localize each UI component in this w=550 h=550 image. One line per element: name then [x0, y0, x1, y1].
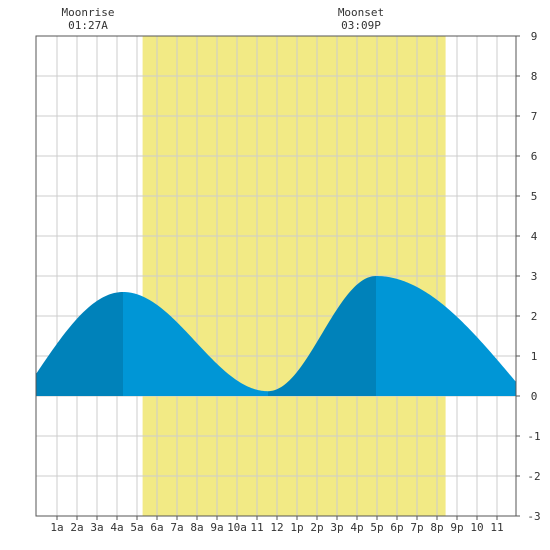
moon-event-time: 03:09P: [341, 19, 381, 32]
x-tick-label: 7p: [410, 521, 423, 534]
x-tick-label: 3p: [330, 521, 343, 534]
y-tick-label: 8: [531, 70, 538, 83]
moon-event-label: Moonrise: [62, 6, 115, 19]
x-tick-label: 1a: [50, 521, 63, 534]
x-tick-label: 12: [270, 521, 283, 534]
y-tick-label: 9: [531, 30, 538, 43]
x-tick-label: 8p: [430, 521, 443, 534]
x-tick-label: 5a: [130, 521, 143, 534]
y-tick-label: -3: [527, 510, 540, 523]
y-tick-label: 0: [531, 390, 538, 403]
y-tick-label: -1: [527, 430, 540, 443]
x-tick-label: 11: [250, 521, 263, 534]
x-tick-label: 4p: [350, 521, 363, 534]
x-tick-label: 10: [470, 521, 483, 534]
y-tick-label: 4: [531, 230, 538, 243]
y-tick-label: 7: [531, 110, 538, 123]
x-tick-label: 6p: [390, 521, 403, 534]
x-tick-label: 6a: [150, 521, 163, 534]
x-tick-label: 7a: [170, 521, 183, 534]
y-tick-label: 2: [531, 310, 538, 323]
x-tick-label: 2p: [310, 521, 323, 534]
tide-area-rising: [36, 292, 123, 396]
tide-area-falling: [376, 276, 516, 396]
y-tick-label: 5: [531, 190, 538, 203]
x-tick-label: 3a: [90, 521, 103, 534]
y-tick-label: 3: [531, 270, 538, 283]
moon-event-label: Moonset: [338, 6, 384, 19]
x-tick-label: 8a: [190, 521, 203, 534]
tide-area-rising: [268, 276, 376, 396]
y-tick-label: 6: [531, 150, 538, 163]
x-tick-label: 10a: [227, 521, 247, 534]
tide-area-falling: [123, 292, 268, 396]
x-tick-label: 2a: [70, 521, 83, 534]
x-tick-label: 5p: [370, 521, 383, 534]
x-tick-label: 11: [490, 521, 503, 534]
x-tick-label: 9a: [210, 521, 223, 534]
y-tick-label: -2: [527, 470, 540, 483]
x-tick-label: 4a: [110, 521, 123, 534]
x-tick-label: 1p: [290, 521, 303, 534]
y-tick-label: 1: [531, 350, 538, 363]
moon-event-time: 01:27A: [68, 19, 108, 32]
x-tick-label: 9p: [450, 521, 463, 534]
